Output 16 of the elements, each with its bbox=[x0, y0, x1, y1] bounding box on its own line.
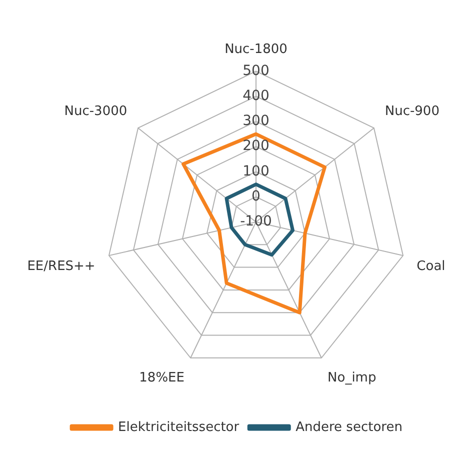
y-tick-label: 500 bbox=[242, 62, 270, 79]
spoke-label: Nuc-900 bbox=[384, 104, 440, 119]
y-tick-label: -100 bbox=[240, 214, 272, 230]
y-tick-label: 0 bbox=[252, 188, 260, 205]
y-tick-label: 300 bbox=[242, 113, 270, 130]
y-tick-label: 100 bbox=[242, 163, 270, 180]
spoke-label: Nuc-3000 bbox=[64, 104, 128, 119]
spoke-label: 18%EE bbox=[139, 370, 184, 386]
spoke-label: Coal bbox=[416, 258, 446, 274]
y-tick-label: 200 bbox=[242, 138, 270, 154]
spoke-label: EE/RES++ bbox=[27, 258, 96, 274]
y-tick-label: 400 bbox=[242, 88, 270, 104]
legend-label: Andere sectoren bbox=[296, 420, 402, 435]
legend-label: Elektriciteitssector bbox=[118, 420, 240, 435]
spoke-label: No_imp bbox=[328, 370, 376, 386]
spoke-label: Nuc-1800 bbox=[224, 42, 288, 57]
